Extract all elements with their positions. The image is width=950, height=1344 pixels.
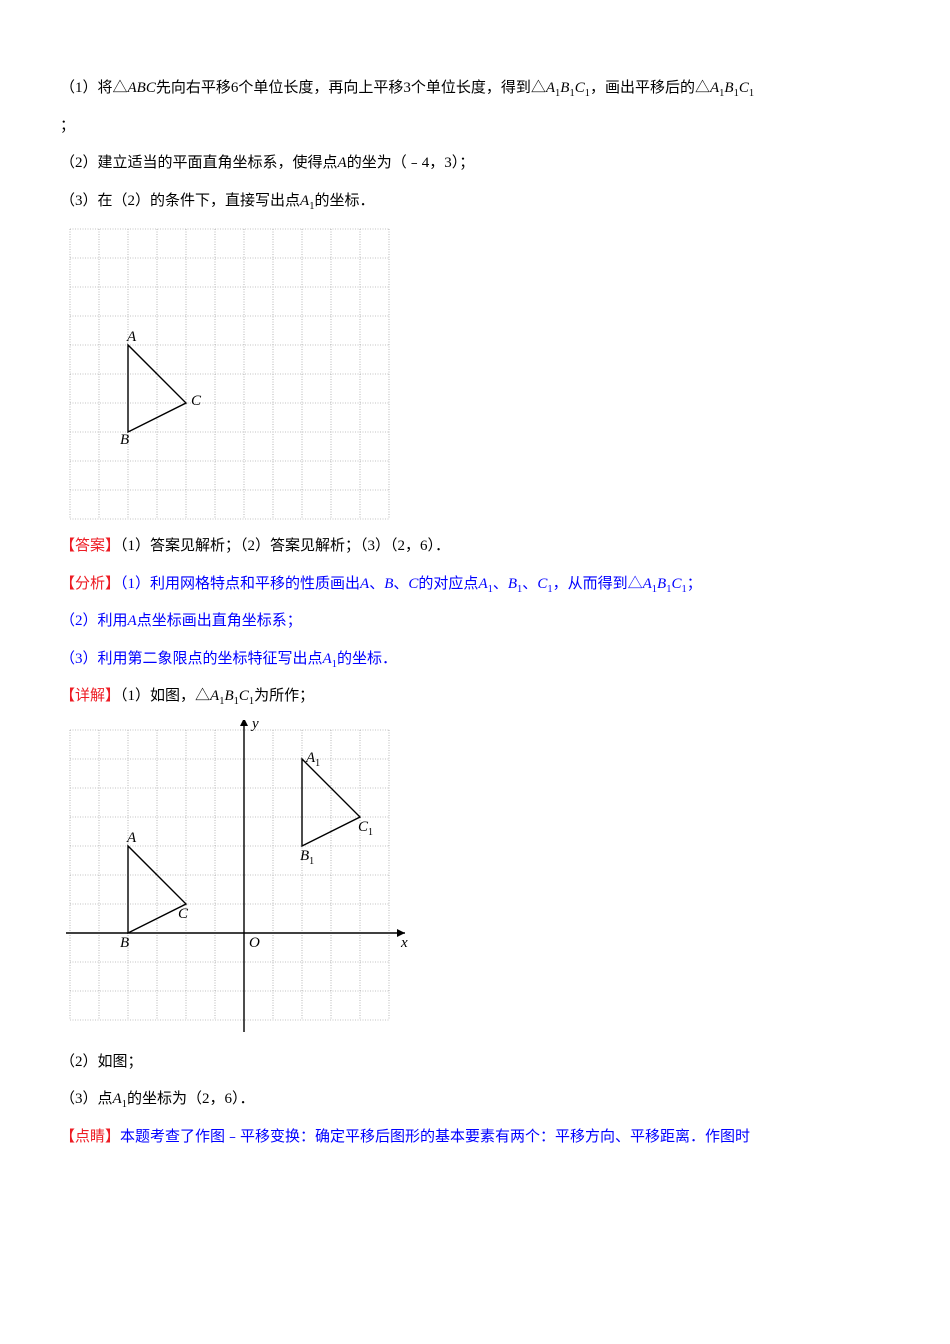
svg-text:C: C [191, 393, 202, 409]
svg-text:C: C [178, 906, 189, 922]
svg-text:B: B [120, 432, 129, 448]
figure-grid-1: A B C [60, 224, 390, 524]
analysis-3: （3）利用第二象限点的坐标特征写出点A1的坐标． [60, 641, 890, 679]
analysis-2: （2）利用A点坐标画出直角坐标系； [60, 603, 890, 641]
figure-grid-2: ABCA1B1C1Oxy [60, 720, 420, 1040]
label-abc: ABC [128, 80, 156, 96]
svg-text:B: B [120, 935, 129, 951]
svg-text:y: y [250, 720, 259, 732]
answer-line: 【答案】（1）答案见解析；（2）答案见解析；（3）（2，6）． [60, 528, 890, 566]
detail-1: 【详解】（1）如图，△A1B1C1为所作； [60, 678, 890, 716]
svg-text:B1: B1 [300, 848, 314, 867]
tip-line: 【点睛】本题考查了作图﹣平移变换：确定平移后图形的基本要素有两个：平移方向、平移… [60, 1119, 890, 1157]
detail-2: （2）如图； [60, 1044, 890, 1082]
svg-text:A: A [126, 329, 137, 345]
question-1: （1）将△ABC先向右平移6个单位长度，再向上平移3个单位长度，得到△A1B1C… [60, 70, 890, 108]
svg-text:A1: A1 [305, 750, 320, 769]
svg-text:O: O [249, 935, 260, 951]
question-2: （2）建立适当的平面直角坐标系，使得点A的坐为（﹣4，3）； [60, 145, 890, 183]
question-1-end: ； [60, 108, 890, 146]
svg-text:x: x [400, 935, 408, 951]
svg-text:A: A [126, 830, 137, 846]
question-3: （3）在（2）的条件下，直接写出点A1的坐标． [60, 183, 890, 221]
detail-3: （3）点A1的坐标为（2，6）． [60, 1081, 890, 1119]
analysis-1: 【分析】（1）利用网格特点和平移的性质画出A、B、C的对应点A1、B1、C1，从… [60, 566, 890, 604]
